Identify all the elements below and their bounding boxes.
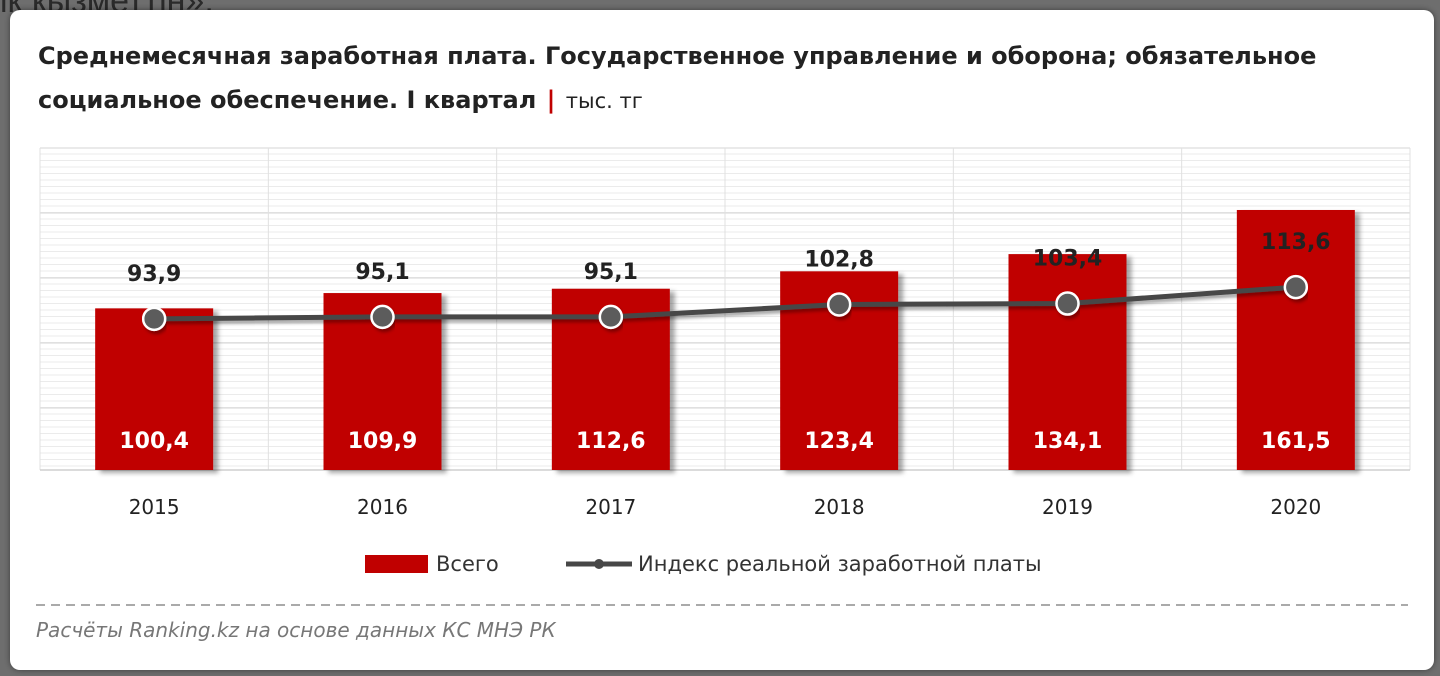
chart-title: Среднемесячная заработная плата. Государ… — [38, 34, 1418, 123]
x-tick-2016: 2016 — [357, 495, 408, 519]
chart-title-main: Среднемесячная заработная плата. Государ… — [38, 42, 1317, 114]
source-note: Расчёты Ranking.kz на основе данных КС М… — [36, 618, 556, 642]
bar-label-2019: 134,1 — [1033, 429, 1103, 454]
bar-label-2018: 123,4 — [804, 429, 874, 454]
index-point-2015 — [141, 306, 167, 332]
bar-2015 — [95, 308, 214, 470]
chart-unit: тыс. тг — [565, 89, 643, 113]
index-label-2015: 93,9 — [127, 262, 181, 287]
legend-swatch-marker — [594, 559, 604, 569]
x-tick-2018: 2018 — [814, 495, 865, 519]
bar-label-2016: 109,9 — [348, 429, 418, 454]
index-line — [154, 284, 1297, 322]
bar-label-2017: 112,6 — [576, 429, 646, 454]
chart-card: Среднемесячная заработная плата. Государ… — [10, 10, 1434, 670]
bar-label-2020: 161,5 — [1261, 429, 1331, 454]
index-point-2020 — [1283, 274, 1309, 300]
index-point-2017 — [598, 304, 624, 330]
index-point-2019 — [1055, 291, 1080, 316]
x-tick-2019: 2019 — [1042, 495, 1093, 519]
title-separator: | — [546, 86, 556, 114]
legend-label-line: Индекс реальной заработной платы — [638, 552, 1042, 576]
bar-2020 — [1236, 209, 1355, 471]
x-tick-2020: 2020 — [1270, 495, 1321, 519]
chart-svg: 100,4 109,9 112,6 123,4 134,1 161,5 93,9 95,1 9… — [36, 147, 1411, 606]
index-label-2018: 102,8 — [804, 247, 874, 272]
index-label-2019: 103,4 — [1033, 247, 1103, 272]
index-label-2020: 113,6 — [1261, 230, 1331, 255]
x-tick-2015: 2015 — [129, 495, 180, 519]
bar-series: 100,4 109,9 112,6 123,4 134,1 161,5 — [95, 209, 1355, 471]
line-series: 93,9 95,1 95,1 102,8 103,4 113,6 — [127, 230, 1331, 332]
x-axis: 2015 2016 2017 2018 2019 2020 — [129, 495, 1322, 519]
bar-2019 — [1008, 254, 1127, 470]
x-tick-2017: 2017 — [585, 495, 636, 519]
index-label-2017: 95,1 — [584, 260, 638, 285]
legend-swatch-bar — [365, 555, 428, 573]
index-label-2016: 95,1 — [355, 260, 409, 285]
legend-label-bar: Всего — [436, 552, 499, 576]
index-point-2016 — [370, 304, 395, 330]
legend: Всего Индекс реальной заработной платы — [365, 552, 1042, 576]
bar-label-2015: 100,4 — [119, 429, 189, 454]
index-point-2018 — [826, 292, 852, 317]
